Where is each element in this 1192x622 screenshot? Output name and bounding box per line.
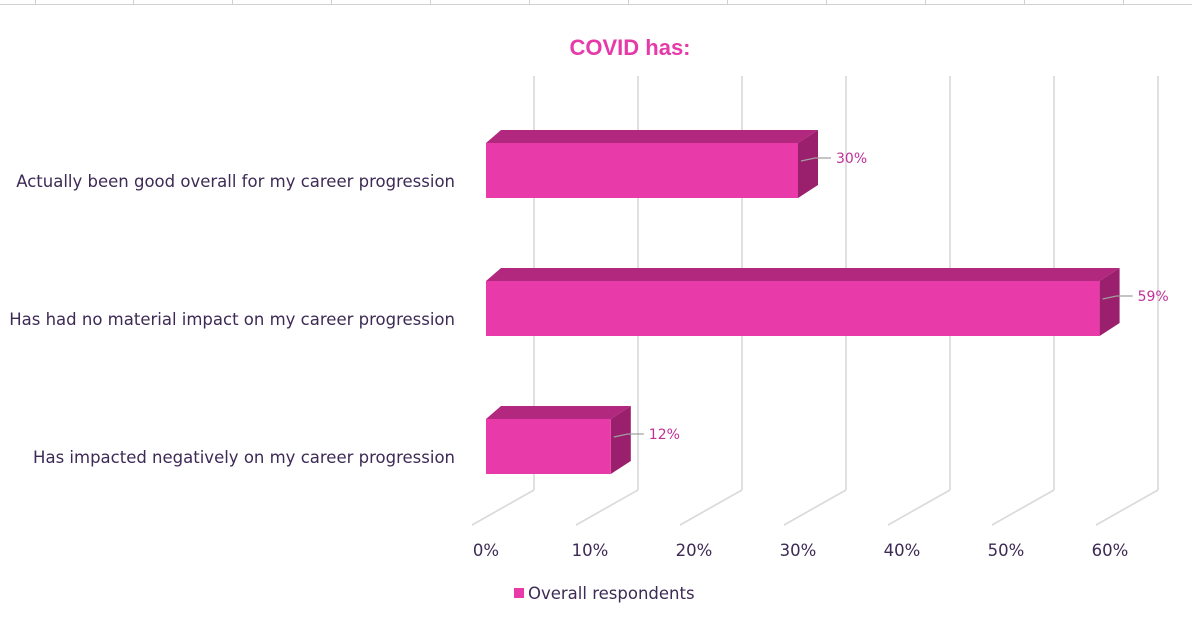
sheet-column-divider [925,0,926,4]
data-label-leader [613,433,644,438]
bar-top-face [486,406,631,419]
gridline-floor [991,489,1055,526]
x-tick-label: 50% [988,541,1025,560]
gridline-floor [575,489,639,526]
sheet-column-divider [628,0,629,4]
gridline-floor [887,489,951,526]
gridline-floor [679,489,743,526]
bar-top-face [486,130,818,143]
sheet-column-divider [1123,0,1124,4]
sheet-column-divider [133,0,134,4]
x-tick-label: 0% [473,541,499,560]
bar-side-face [1099,268,1120,336]
bar-side-face [610,406,631,474]
bar [486,143,798,198]
gridline-floor [471,489,535,526]
chart-title: COVID has: [569,35,690,60]
bar [486,419,611,474]
spreadsheet-gridlines [0,0,1192,5]
sheet-column-divider [232,0,233,4]
gridline-floor [1095,489,1159,526]
bars-layer [486,130,1120,474]
x-tick-label: 20% [676,541,713,560]
sheet-column-divider [430,0,431,4]
sheet-column-divider [35,0,36,4]
category-label: Actually been good overall for my career… [16,172,455,191]
sheet-column-divider [331,0,332,4]
x-tick-label: 60% [1092,541,1129,560]
data-label: 59% [1138,289,1169,305]
x-tick-label: 40% [884,541,921,560]
data-label: 12% [649,427,680,443]
gridline-floor [783,489,847,526]
data-label-leader [1102,295,1133,300]
data-label-leader [800,157,831,162]
sheet-column-divider [727,0,728,4]
bar-top-face [486,268,1120,281]
sheet-column-divider [529,0,530,4]
x-tick-label: 30% [780,541,817,560]
legend: Overall respondents [514,584,695,603]
x-tick-label: 10% [572,541,609,560]
data-label: 30% [836,151,867,167]
bar-side-face [798,130,818,198]
category-label: Has had no material impact on my career … [9,310,455,329]
sheet-column-divider [826,0,827,4]
legend-label: Overall respondents [528,584,695,603]
sheet-column-divider [1024,0,1025,4]
category-label: Has impacted negatively on my career pro… [33,448,455,467]
legend-swatch [514,588,524,598]
labels-layer: 0% 10% 20% 30% 40% 50% 60% 30% Actually been goo… [9,151,1169,560]
bar [486,281,1100,336]
